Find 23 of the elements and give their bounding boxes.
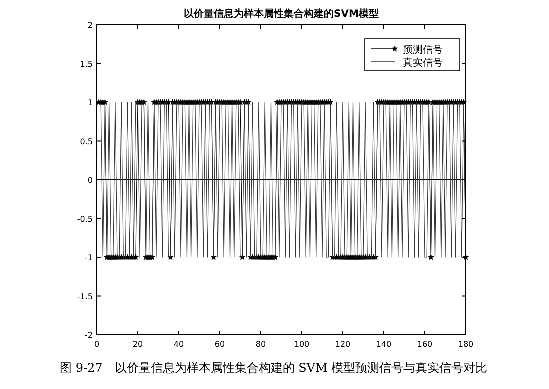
- y-tick-label: -0.5: [77, 214, 93, 224]
- x-tick-label: 140: [376, 340, 392, 349]
- x-tick-label: 120: [335, 340, 351, 349]
- y-tick-label: 2: [88, 21, 93, 30]
- chart-title: 以价量信息为样本属性集合构建的SVM模型: [184, 8, 379, 20]
- legend-label: 预测信号: [403, 44, 443, 56]
- y-tick-label: -1.5: [77, 292, 93, 302]
- y-tick-label: -1: [85, 254, 93, 262]
- x-tick-label: 0: [94, 340, 100, 349]
- x-tick-label: 80: [256, 340, 266, 349]
- y-tick-label: 0.5: [80, 137, 93, 146]
- x-tick-label: 20: [132, 340, 144, 349]
- y-tick-label: 0: [88, 176, 93, 185]
- x-tick-label: 180: [458, 340, 474, 349]
- legend-label: 真实信号: [403, 57, 443, 69]
- caption: 图 9-27 以价量信息为样本属性集合构建的 SVM 模型预测信号与真实信号对比: [60, 361, 488, 375]
- x-tick-label: 160: [417, 340, 433, 349]
- y-tick-label: -2: [85, 331, 93, 340]
- x-tick-label: 40: [174, 340, 184, 349]
- y-tick-label: 1: [88, 98, 93, 108]
- x-tick-label: 60: [214, 340, 226, 349]
- x-tick-label: 100: [294, 340, 310, 349]
- y-tick-label: 1.5: [80, 60, 93, 69]
